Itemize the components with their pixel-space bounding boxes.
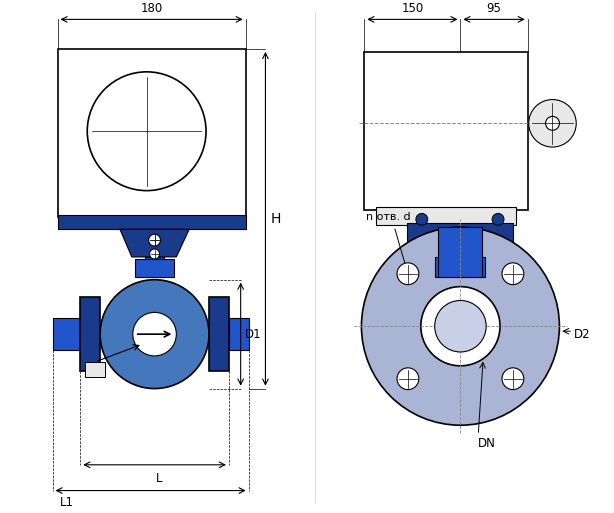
Circle shape: [397, 263, 419, 285]
Circle shape: [150, 249, 160, 259]
Circle shape: [362, 227, 559, 425]
Circle shape: [100, 280, 209, 388]
Bar: [376, 207, 516, 225]
Circle shape: [502, 263, 524, 285]
Bar: [80, 297, 100, 371]
Text: D1: D1: [244, 328, 262, 341]
Circle shape: [149, 234, 160, 246]
Bar: [438, 227, 482, 277]
Bar: [145, 257, 165, 277]
Bar: [435, 257, 485, 277]
Circle shape: [529, 100, 576, 147]
Circle shape: [133, 312, 176, 356]
Circle shape: [546, 116, 559, 130]
Text: D2: D2: [574, 328, 591, 341]
Circle shape: [435, 301, 486, 352]
Bar: [53, 318, 80, 350]
Text: 95: 95: [487, 3, 502, 15]
Text: 150: 150: [402, 3, 424, 15]
Bar: [209, 297, 229, 371]
Text: L: L: [157, 472, 163, 485]
Text: n отв. d: n отв. d: [367, 212, 411, 222]
Text: DN: DN: [478, 437, 496, 450]
Circle shape: [87, 72, 206, 191]
Circle shape: [492, 213, 504, 225]
Bar: [58, 215, 246, 229]
Circle shape: [397, 368, 419, 389]
Bar: [58, 49, 246, 218]
Bar: [134, 259, 174, 277]
Polygon shape: [120, 229, 189, 257]
Text: H: H: [270, 212, 281, 226]
Text: L1: L1: [60, 497, 74, 509]
Bar: [407, 223, 513, 257]
Circle shape: [502, 368, 524, 389]
Text: 180: 180: [141, 3, 163, 15]
Circle shape: [421, 287, 500, 366]
Circle shape: [416, 213, 428, 225]
Bar: [365, 52, 528, 210]
Bar: [85, 362, 105, 377]
Bar: [229, 318, 249, 350]
